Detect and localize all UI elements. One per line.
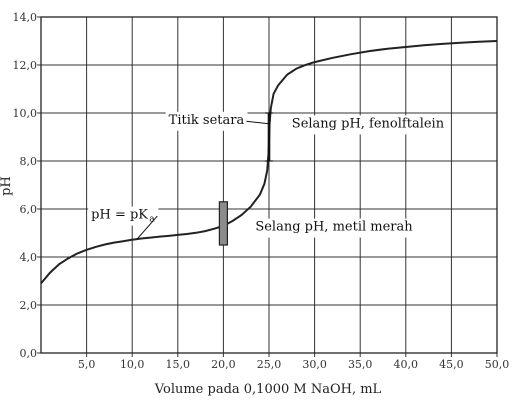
x-tick-label: 30,0 [302, 358, 327, 371]
x-axis-ticks: 5,0 10,0 15,0 20,0 25,0 30,0 35,0 40,0 45,0 50,0 [78, 353, 509, 371]
y-tick-label: 2,0 [20, 299, 38, 312]
y-tick-label: 8,0 [20, 155, 38, 168]
y-tick-label: 0,0 [20, 347, 38, 360]
range-markers [218, 112, 273, 246]
x-tick-label: 35,0 [348, 358, 373, 371]
x-tick-label: 5,0 [78, 358, 96, 371]
annotation-metil-label: Selang pH, metil merah [255, 220, 413, 235]
titration-curve [40, 40, 498, 285]
y-tick-label: 12,0 [13, 59, 38, 72]
annotation-pka-label: pH = pK [91, 208, 148, 223]
grid-lines [41, 16, 498, 354]
annotation-fenol-label: Selang pH, fenolftalein [292, 116, 445, 131]
x-tick-label: 25,0 [257, 358, 282, 371]
annotation-titik-leader [246, 120, 270, 125]
x-tick-label: 15,0 [166, 358, 191, 371]
x-tick-label: 40,0 [394, 358, 419, 371]
x-tick-label: 10,0 [120, 358, 145, 371]
annotation-titik-label: Titik setara [169, 113, 245, 128]
y-tick-label: 14,0 [13, 11, 38, 24]
y-tick-label: 4,0 [20, 251, 38, 264]
x-tick-label: 20,0 [211, 358, 236, 371]
metil-merah-range-box [218, 201, 228, 246]
annotation-pka-subscript: a [149, 215, 155, 225]
x-tick-label: 45,0 [439, 358, 464, 371]
y-axis-ticks: 0,0 2,0 4,0 6,0 8,0 10,0 12,0 14,0 [13, 11, 41, 360]
annotation-pka-background [88, 206, 159, 226]
annotations: pH = pK a Titik setara Selang pH, fenolftal… [88, 111, 448, 240]
annotation-pka-leader [136, 215, 158, 240]
x-axis-label: Volume pada 0,1000 M NaOH, mL [154, 382, 382, 397]
annotation-metil-background [252, 218, 417, 238]
y-tick-label: 6,0 [20, 203, 38, 216]
annotation-titik-background [165, 111, 248, 131]
y-axis-label: pH [0, 176, 14, 196]
y-tick-label: 10,0 [13, 107, 38, 120]
x-tick-label: 50,0 [485, 358, 510, 371]
annotation-fenol-background [288, 115, 448, 135]
